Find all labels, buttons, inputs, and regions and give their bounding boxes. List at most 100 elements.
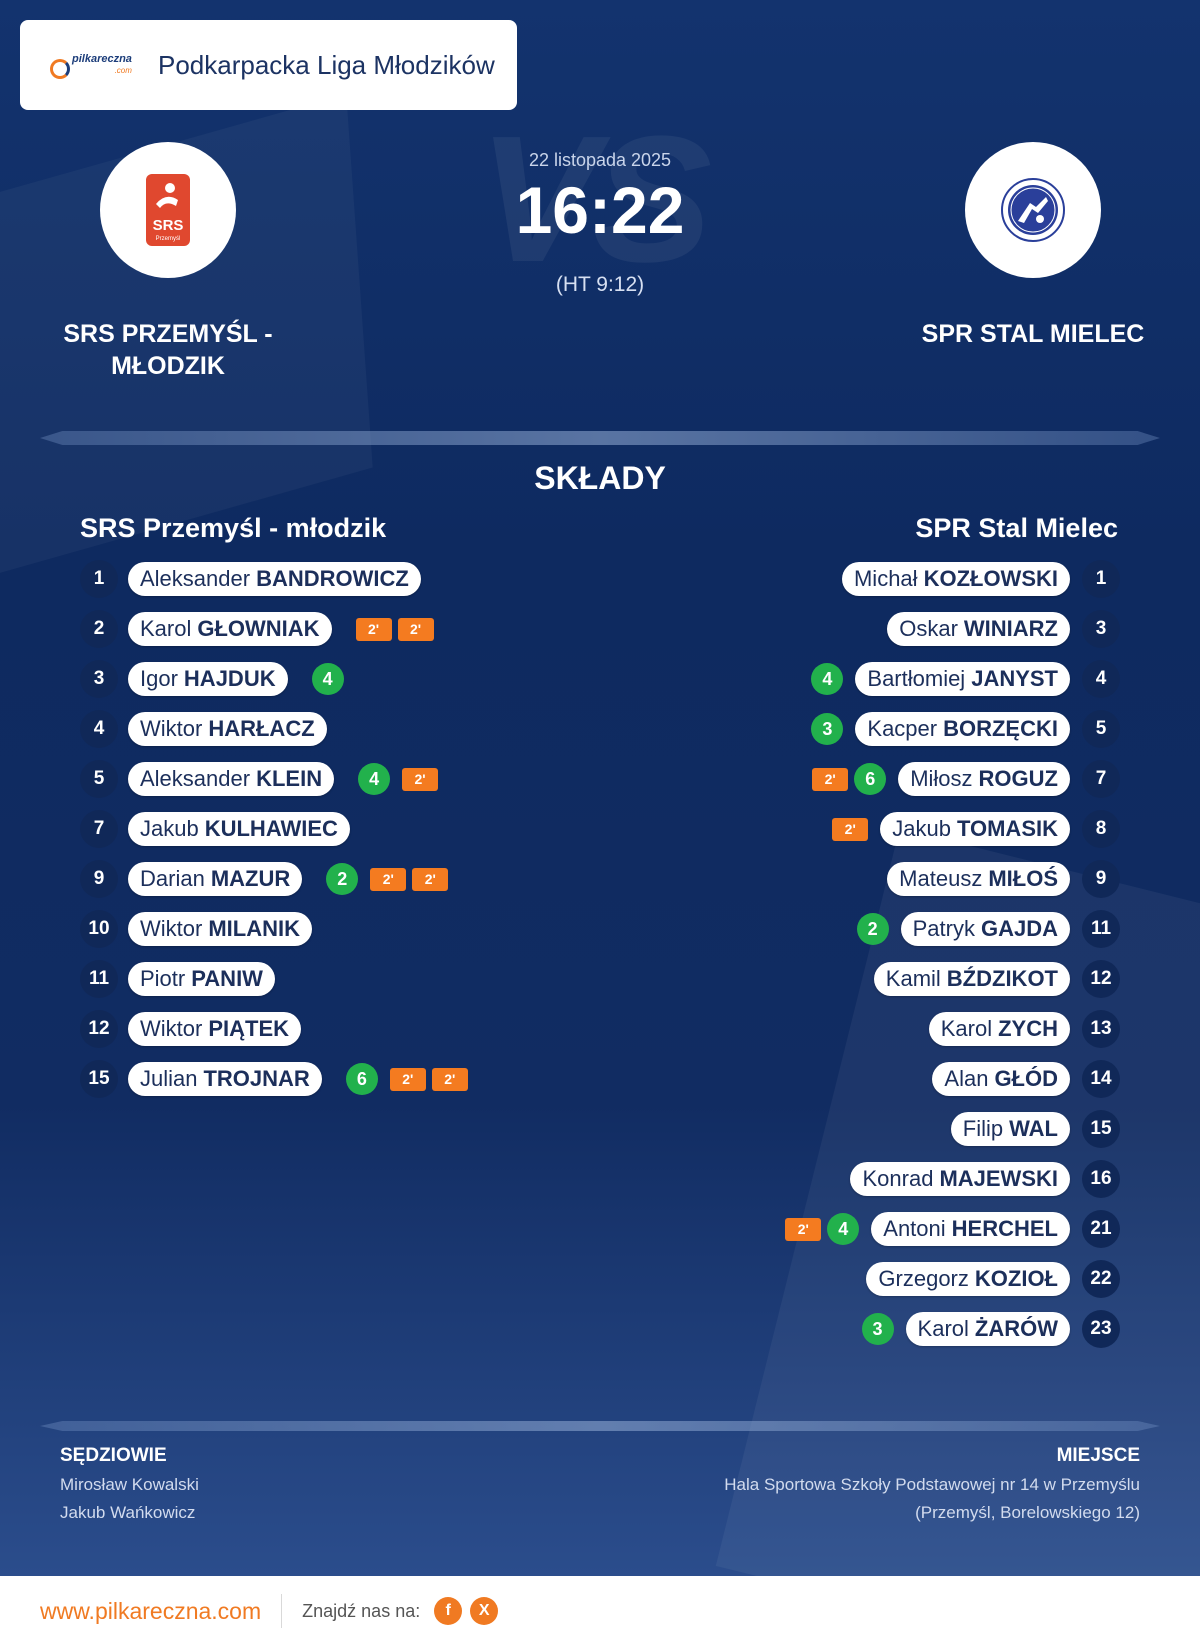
goals-badge: 4 <box>811 663 844 695</box>
goals-badge: 4 <box>358 763 391 795</box>
player-number: 13 <box>1082 1010 1120 1048</box>
player-number: 11 <box>80 960 118 998</box>
player-name-pill[interactable]: Miłosz ROGUZ <box>898 762 1070 796</box>
player-last-name: ROGUZ <box>978 766 1058 791</box>
player-name-pill[interactable]: Oskar WINIARZ <box>887 612 1070 646</box>
player-number: 3 <box>1082 610 1120 648</box>
player-last-name: GŁÓD <box>994 1066 1058 1091</box>
goals-badge: 3 <box>811 713 844 745</box>
player-name-pill[interactable]: Darian MAZUR <box>128 862 303 896</box>
penalty-badge: 2' <box>431 1067 468 1091</box>
player-first-name: Miłosz <box>910 766 973 791</box>
player-first-name: Bartłomiej <box>867 666 966 691</box>
away-team-logo <box>965 142 1101 278</box>
player-name-pill[interactable]: Jakub KULHAWIEC <box>128 812 350 846</box>
player-row: 21 Antoni HERCHEL 4 2' <box>785 1210 1120 1248</box>
player-name-pill[interactable]: Kamil BŹDZIKOT <box>873 962 1070 996</box>
player-row: 15 Julian TROJNAR 6 2' 2' <box>80 1060 468 1098</box>
player-name-pill[interactable]: Antoni HERCHEL <box>871 1212 1070 1246</box>
player-name-pill[interactable]: Piotr PANIW <box>128 962 275 996</box>
player-name-pill[interactable]: Jakub TOMASIK <box>880 812 1070 846</box>
player-name-pill[interactable]: Wiktor HARŁACZ <box>128 712 327 746</box>
player-stats: 2' <box>832 817 869 841</box>
website-link[interactable]: www.pilkareczna.com <box>40 1597 262 1624</box>
player-number: 12 <box>80 1010 118 1048</box>
goals-badge: 3 <box>861 1313 894 1345</box>
player-name-pill[interactable]: Karol GŁOWNIAK <box>128 612 332 646</box>
pilkareczna-logo[interactable]: pilkareczna .com <box>50 50 140 80</box>
player-first-name: Wiktor <box>140 716 203 741</box>
player-name-pill[interactable]: Igor HAJDUK <box>128 662 288 696</box>
player-first-name: Aleksander <box>140 566 251 591</box>
player-row: 2 Karol GŁOWNIAK 2' 2' <box>80 610 434 648</box>
match-date: 22 listopada 2025 <box>528 150 672 170</box>
player-name-pill[interactable]: Mateusz MIŁOŚ <box>887 862 1070 896</box>
facebook-icon[interactable]: f <box>434 1597 463 1625</box>
player-name-pill[interactable]: Karol ZYCH <box>928 1012 1070 1046</box>
player-row: 4 Bartłomiej JANYST 4 <box>811 660 1120 698</box>
player-number: 4 <box>80 710 118 748</box>
player-number: 15 <box>1082 1110 1120 1148</box>
player-name-pill[interactable]: Alan GŁÓD <box>932 1062 1070 1096</box>
home-lineup-title: SRS Przemyśl - młodzik <box>80 513 387 543</box>
player-first-name: Michał <box>853 566 918 591</box>
player-number: 11 <box>1082 910 1120 948</box>
player-name-pill[interactable]: Bartłomiej JANYST <box>855 662 1070 696</box>
player-last-name: HAJDUK <box>183 666 276 691</box>
player-row: 16 Konrad MAJEWSKI <box>850 1160 1120 1198</box>
player-number: 15 <box>80 1060 118 1098</box>
player-last-name: BŹDZIKOT <box>946 966 1058 991</box>
penalty-badge: 2' <box>402 767 439 791</box>
player-row: 11 Patryk GAJDA 2 <box>856 910 1120 948</box>
player-name-pill[interactable]: Aleksander BANDROWICZ <box>128 562 421 596</box>
player-first-name: Antoni <box>883 1216 946 1241</box>
player-last-name: KOZIOŁ <box>974 1266 1058 1291</box>
venue-name: Hala Sportowa Szkoły Podstawowej nr 14 w… <box>724 1475 1140 1494</box>
player-name-pill[interactable]: Wiktor PIĄTEK <box>128 1012 302 1046</box>
player-first-name: Karol <box>140 616 192 641</box>
player-last-name: ZYCH <box>998 1016 1058 1041</box>
player-last-name: MIŁOŚ <box>988 866 1058 891</box>
player-stats: 4 2' <box>358 763 439 795</box>
player-number: 22 <box>1082 1260 1120 1298</box>
player-row: 12 Wiktor PIĄTEK <box>80 1010 302 1048</box>
player-name-pill[interactable]: Karol ŻARÓW <box>905 1312 1070 1346</box>
player-first-name: Wiktor <box>140 1016 203 1041</box>
player-name-pill[interactable]: Kacper BORZĘCKI <box>855 712 1070 746</box>
logo-text: pilkareczna <box>72 53 132 65</box>
player-row: 12 Kamil BŹDZIKOT <box>873 960 1120 998</box>
player-number: 3 <box>80 660 118 698</box>
player-number: 8 <box>1082 810 1120 848</box>
player-name-pill[interactable]: Filip WAL <box>950 1112 1070 1146</box>
player-stats: 4 <box>811 663 844 695</box>
player-last-name: TROJNAR <box>203 1066 310 1091</box>
player-name-pill[interactable]: Patryk GAJDA <box>900 912 1070 946</box>
home-team-logo: SRS Przemyśl <box>100 142 236 278</box>
player-name-pill[interactable]: Michał KOZŁOWSKI <box>841 562 1070 596</box>
player-last-name: MAZUR <box>210 866 291 891</box>
player-stats: 3 <box>811 713 844 745</box>
player-last-name: BANDROWICZ <box>256 566 409 591</box>
x-icon[interactable]: X <box>470 1597 499 1625</box>
player-number: 4 <box>1082 660 1120 698</box>
player-last-name: MILANIK <box>208 916 300 941</box>
player-row: 3 Oskar WINIARZ <box>887 610 1120 648</box>
player-number: 21 <box>1082 1210 1120 1248</box>
away-team-name: SPR STAL MIELEC <box>921 320 1145 348</box>
player-name-pill[interactable]: Konrad MAJEWSKI <box>850 1162 1070 1196</box>
player-name-pill[interactable]: Wiktor MILANIK <box>128 912 312 946</box>
player-name-pill[interactable]: Grzegorz KOZIOŁ <box>866 1262 1070 1296</box>
player-row: 9 Mateusz MIŁOŚ <box>887 860 1120 898</box>
player-name-pill[interactable]: Aleksander KLEIN <box>128 762 335 796</box>
player-first-name: Igor <box>140 666 178 691</box>
player-last-name: PIĄTEK <box>208 1016 290 1041</box>
penalty-badge: 2' <box>785 1217 822 1241</box>
player-row: 15 Filip WAL <box>950 1110 1120 1148</box>
goals-badge: 6 <box>854 763 887 795</box>
stal-mielec-crest-icon <box>1001 178 1065 242</box>
player-stats: 4 <box>311 663 344 695</box>
half-time-score: (HT 9:12) <box>555 273 645 296</box>
find-us-label: Znajdź nas na: <box>302 1600 421 1621</box>
player-name-pill[interactable]: Julian TROJNAR <box>128 1062 322 1096</box>
player-number: 7 <box>80 810 118 848</box>
